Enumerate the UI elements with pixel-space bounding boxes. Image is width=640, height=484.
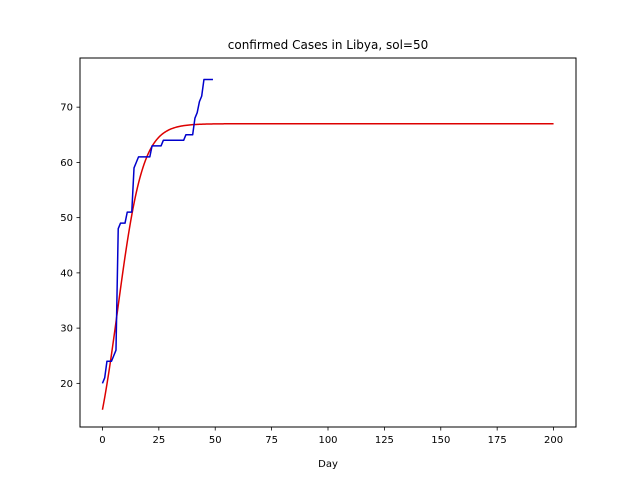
x-tick-label: 150 (431, 435, 450, 446)
x-tick-label: 125 (375, 435, 394, 446)
x-tick-label: 25 (152, 435, 165, 446)
chart-title: confirmed Cases in Libya, sol=50 (228, 38, 429, 52)
y-tick-label: 20 (60, 379, 73, 390)
x-tick-label: 100 (318, 435, 337, 446)
x-tick-label: 50 (209, 435, 222, 446)
y-tick-label: 60 (60, 158, 73, 169)
x-tick-label: 0 (99, 435, 105, 446)
plot-area (101, 78, 554, 410)
x-tick-label: 75 (265, 435, 278, 446)
x-axis: 0 25 50 75 100 125 150 175 200 (99, 427, 563, 446)
x-tick-label: 175 (488, 435, 507, 446)
series-line-fit (101, 122, 554, 410)
series-line-confirmed (101, 78, 213, 384)
y-tick-label: 50 (60, 213, 73, 224)
y-tick-label: 30 (60, 324, 73, 335)
x-tick-label: 200 (544, 435, 563, 446)
y-axis: 20 30 40 50 60 70 (60, 103, 80, 390)
y-tick-label: 40 (60, 268, 73, 279)
x-axis-label: Day (318, 459, 338, 470)
y-tick-label: 70 (60, 103, 73, 114)
